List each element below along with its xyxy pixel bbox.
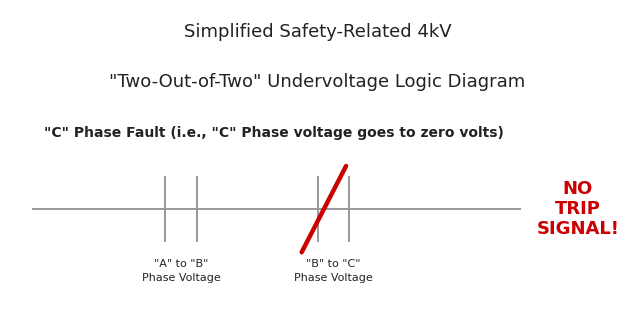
Text: "C" Phase Fault (i.e., "C" Phase voltage goes to zero volts): "C" Phase Fault (i.e., "C" Phase voltage… <box>44 126 504 140</box>
Text: "A" to "B"
Phase Voltage: "A" to "B" Phase Voltage <box>142 259 220 283</box>
Text: "Two-Out-of-Two" Undervoltage Logic Diagram: "Two-Out-of-Two" Undervoltage Logic Diag… <box>109 73 526 91</box>
Text: Simplified Safety-Related 4kV: Simplified Safety-Related 4kV <box>184 23 451 41</box>
Text: NO
TRIP
SIGNAL!: NO TRIP SIGNAL! <box>537 180 619 238</box>
Text: "B" to "C"
Phase Voltage: "B" to "C" Phase Voltage <box>294 259 373 283</box>
